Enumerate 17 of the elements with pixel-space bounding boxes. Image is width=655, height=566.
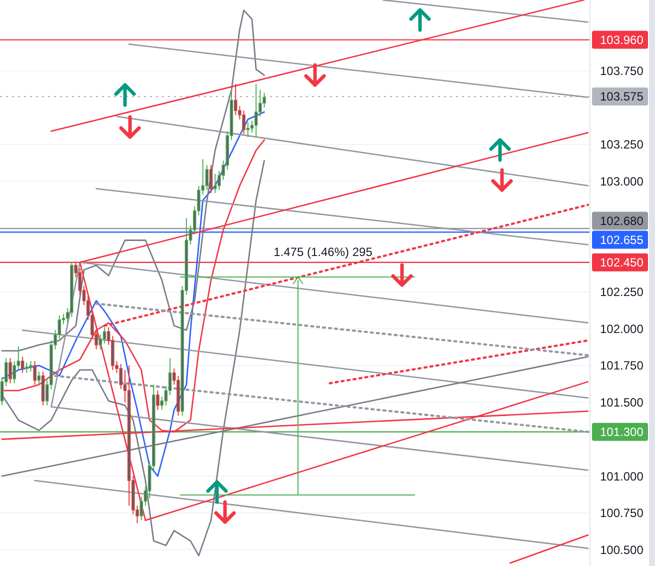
y-tick-label: 103.000	[600, 174, 644, 188]
ref-line-label: 101.300	[600, 425, 644, 440]
y-tick-label: 101.500	[600, 396, 644, 410]
y-tick-label: 101.000	[600, 469, 644, 484]
ref-line-label: 102.680	[600, 214, 644, 228]
annotation: 1.475 (1.46%) 295	[274, 245, 373, 259]
y-tick-label: 101.750	[600, 358, 644, 373]
ref-line-label: 103.960	[600, 32, 644, 47]
y-tick-label: 102.000	[600, 322, 644, 336]
ref-line-label: 102.450	[600, 256, 644, 270]
y-tick-label: 100.750	[600, 506, 644, 520]
ref-line-label: 103.575	[600, 90, 644, 104]
y-tick-label: 103.250	[600, 138, 644, 152]
y-tick-label: 103.750	[600, 64, 644, 78]
ref-line-label: 102.655	[600, 233, 644, 248]
y-tick-label: 100.500	[600, 542, 644, 557]
y-tick-label: 102.250	[600, 285, 644, 300]
